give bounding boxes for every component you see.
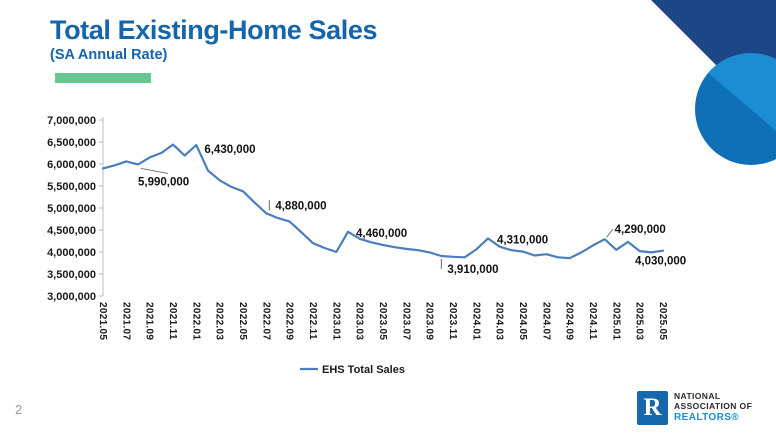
annotation-label: 4,290,000 [615, 224, 666, 236]
x-tick-label: 2023.07 [400, 302, 411, 340]
legend-label: EHS Total Sales [322, 364, 405, 376]
annotation-label: 4,460,000 [356, 228, 407, 240]
x-tick-label: 2021.11 [167, 302, 178, 340]
nar-logo-monogram: R [643, 394, 662, 421]
page-subtitle: (SA Annual Rate) [50, 47, 168, 64]
x-tick-label: 2021.07 [120, 302, 131, 340]
x-tick-label: 2022.11 [307, 302, 318, 340]
corner-decoration [651, 0, 776, 165]
nar-logo-text: NATIONAL ASSOCIATION OF REALTORS® [674, 392, 752, 423]
x-tick-label: 2021.05 [97, 302, 108, 340]
x-tick-label: 2024.01 [470, 302, 481, 340]
accent-bar [55, 73, 151, 84]
y-tick-label: 5,000,000 [47, 203, 96, 215]
annotation-label: 6,430,000 [204, 144, 255, 156]
x-tick-label: 2022.01 [190, 302, 201, 340]
y-tick-label: 6,500,000 [47, 137, 96, 149]
x-tick-label: 2022.05 [237, 302, 248, 340]
x-tick-label: 2022.09 [284, 302, 295, 340]
page-title: Total Existing-Home Sales [50, 15, 378, 45]
nar-logo-icon: R [637, 391, 668, 425]
x-tick-label: 2024.09 [564, 302, 575, 340]
x-tick-label: 2024.07 [540, 302, 551, 340]
annotation-leader [140, 167, 169, 174]
x-tick-label: 2023.03 [354, 302, 365, 340]
x-tick-label: 2023.11 [447, 302, 458, 340]
y-tick-label: 3,000,000 [47, 291, 96, 303]
annotation-leader [606, 228, 614, 238]
header: Total Existing-Home Sales (SA Annual Rat… [50, 15, 378, 84]
nar-logo-line2: ASSOCIATION OF [674, 401, 753, 412]
annotation-label: 4,030,000 [635, 256, 686, 268]
annotation-label: 4,880,000 [275, 200, 326, 212]
x-tick-label: 2021.09 [144, 302, 155, 340]
corner-circle-highlight-shape [695, 53, 776, 159]
x-tick-label: 2025.05 [657, 302, 668, 340]
nar-logo: R NATIONAL ASSOCIATION OF REALTORS® [637, 391, 752, 425]
x-tick-label: 2023.05 [377, 302, 388, 340]
x-tick-label: 2022.07 [260, 302, 271, 340]
y-tick-label: 7,000,000 [47, 115, 96, 127]
x-tick-label: 2023.09 [424, 302, 435, 340]
x-tick-label: 2024.05 [517, 302, 528, 340]
x-tick-label: 2024.03 [494, 302, 505, 340]
x-tick-label: 2025.03 [634, 302, 645, 340]
legend: EHS Total Sales [300, 364, 405, 376]
x-tick-label: 2024.11 [587, 302, 598, 340]
annotation-label: 4,310,000 [497, 234, 548, 246]
nar-logo-line3: REALTORS® [674, 412, 740, 424]
y-tick-label: 5,500,000 [47, 181, 96, 193]
annotations: 5,990,000 6,430,000 4,880,000 4,460,000 3,91… [138, 144, 686, 276]
x-axis: 2021.05 2021.07 2021.09 2021.11 2022.01 2022.… [97, 302, 668, 340]
x-tick-label: 2022.03 [214, 302, 225, 340]
y-tick-label: 4,000,000 [47, 247, 96, 259]
y-tick-label: 3,500,000 [47, 269, 96, 281]
annotation-label: 5,990,000 [138, 176, 189, 188]
y-axis: 7,000,000 6,500,000 6,000,000 5,500,000 5,00… [47, 115, 104, 303]
annotation-label: 3,910,000 [447, 264, 498, 276]
ehs-series-line [101, 143, 665, 260]
nar-logo-line1: NATIONAL [674, 391, 721, 402]
y-tick-label: 4,500,000 [47, 225, 96, 237]
x-tick-label: 2023.01 [330, 302, 341, 340]
page-number: 2 [15, 402, 23, 417]
x-tick-label: 2025.01 [610, 302, 621, 340]
y-tick-label: 6,000,000 [47, 159, 96, 171]
